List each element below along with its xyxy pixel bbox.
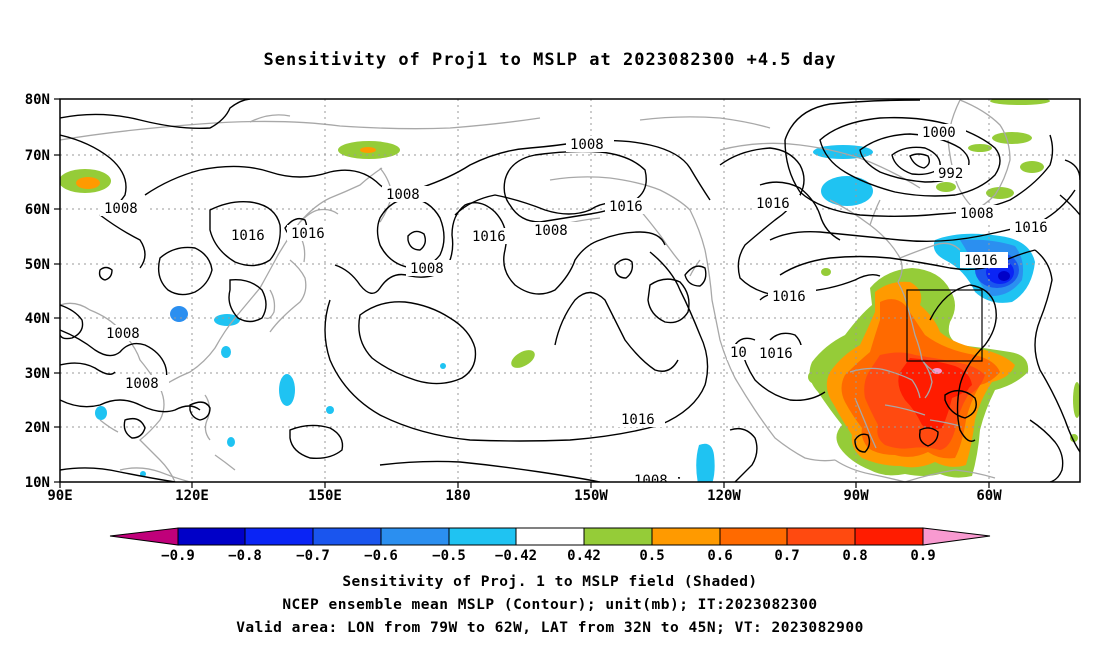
lon-label: 120W: [707, 488, 741, 504]
lon-label: 90W: [843, 488, 869, 504]
contour-label-group: 1008 1008 1008 1008 1008 1008 1008 1008 …: [100, 124, 1058, 489]
lat-label: 30N: [25, 366, 50, 382]
colorbar-cell: [177, 527, 246, 546]
latitude-labels: 80N 70N 60N 50N 40N 30N 20N 10N: [25, 92, 50, 491]
contour-label: 1008: [534, 223, 568, 239]
colorbar-cell: [786, 527, 856, 546]
lat-label: 10N: [25, 475, 50, 491]
lon-label: 150E: [308, 488, 342, 504]
colorbar-cell: [515, 527, 585, 546]
footer-line-1: Sensitivity of Proj. 1 to MSLP field (Sh…: [342, 574, 758, 590]
colorbar-cell: [244, 527, 314, 546]
contour-label: 1008: [570, 137, 604, 153]
footer-line-2: NCEP ensemble mean MSLP (Contour); unit(…: [282, 597, 818, 613]
colorbar-cell: [854, 527, 924, 546]
contour-label: 1016: [609, 199, 643, 215]
contour-label: 1016: [772, 289, 806, 305]
coastlines: [60, 99, 1011, 482]
lon-label: 150W: [574, 488, 608, 504]
colorbar-label: −0.7: [296, 548, 330, 564]
contour-label: 1016: [472, 229, 506, 245]
lat-label: 70N: [25, 148, 50, 164]
contour-label: 1008: [386, 187, 420, 203]
colorbar-labels: −0.9 −0.8 −0.7 −0.6 −0.5 −0.42 0.42 0.5 …: [161, 548, 936, 564]
colorbar-label: −0.6: [364, 548, 398, 564]
lat-label: 40N: [25, 311, 50, 327]
colorbar-label: 0.6: [707, 548, 732, 564]
colorbar-cell: [312, 527, 382, 546]
contour-label: 1016: [291, 226, 325, 242]
colorbar-cell: [583, 527, 653, 546]
lat-label: 20N: [25, 420, 50, 436]
colorbar-label: 0.9: [910, 548, 935, 564]
colorbar: [109, 527, 991, 546]
colorbar-label: −0.9: [161, 548, 195, 564]
contour-label: 1008: [125, 376, 159, 392]
contour-label: 1016: [1014, 220, 1048, 236]
lon-label: 60W: [976, 488, 1002, 504]
lon-label: 180: [445, 488, 470, 504]
colorbar-cell: [922, 527, 991, 546]
lat-label: 80N: [25, 92, 50, 108]
colorbar-cell: [109, 527, 179, 546]
lat-label: 60N: [25, 202, 50, 218]
colorbar-cell: [448, 527, 517, 546]
contour-label: 1016: [964, 253, 998, 269]
colorbar-label: −0.8: [228, 548, 262, 564]
contour-label: 1008: [104, 201, 138, 217]
colorbar-label: −0.5: [432, 548, 466, 564]
mslp-contours: [60, 99, 1080, 482]
longitude-labels: 90E 120E 150E 180 150W 120W 90W 60W: [47, 488, 1002, 504]
colorbar-cell: [719, 527, 788, 546]
contour-label: 1016: [759, 346, 793, 362]
contour-label: 1016: [231, 228, 265, 244]
contour-label: 10: [730, 345, 747, 361]
colorbar-label: 0.7: [774, 548, 799, 564]
colorbar-cell: [651, 527, 721, 546]
contour-label: 1008: [410, 261, 444, 277]
valid-area-box: [906, 289, 983, 362]
lat-label: 50N: [25, 257, 50, 273]
contour-label: 1016: [756, 196, 790, 212]
contour-label: 1008: [634, 473, 668, 489]
contour-label: 992: [938, 166, 963, 182]
colorbar-cell: [380, 527, 450, 546]
contour-label: 1016: [621, 412, 655, 428]
footer-line-3: Valid area: LON from 79W to 62W, LAT fro…: [236, 620, 864, 636]
axis-ticks: [54, 98, 990, 488]
lat-lon-grid: [60, 99, 1080, 482]
contour-label: 1000: [922, 125, 956, 141]
lon-label: 120E: [175, 488, 209, 504]
lon-label: 90E: [47, 488, 72, 504]
colorbar-label: −0.42: [495, 548, 537, 564]
colorbar-label: 0.42: [567, 548, 601, 564]
colorbar-label: 0.5: [639, 548, 664, 564]
contour-label: 1008: [106, 326, 140, 342]
map-title: Sensitivity of Proj1 to MSLP at 20230823…: [263, 50, 837, 70]
map-frame: [59, 98, 1081, 483]
contour-label: 1008: [960, 206, 994, 222]
colorbar-label: 0.8: [842, 548, 867, 564]
